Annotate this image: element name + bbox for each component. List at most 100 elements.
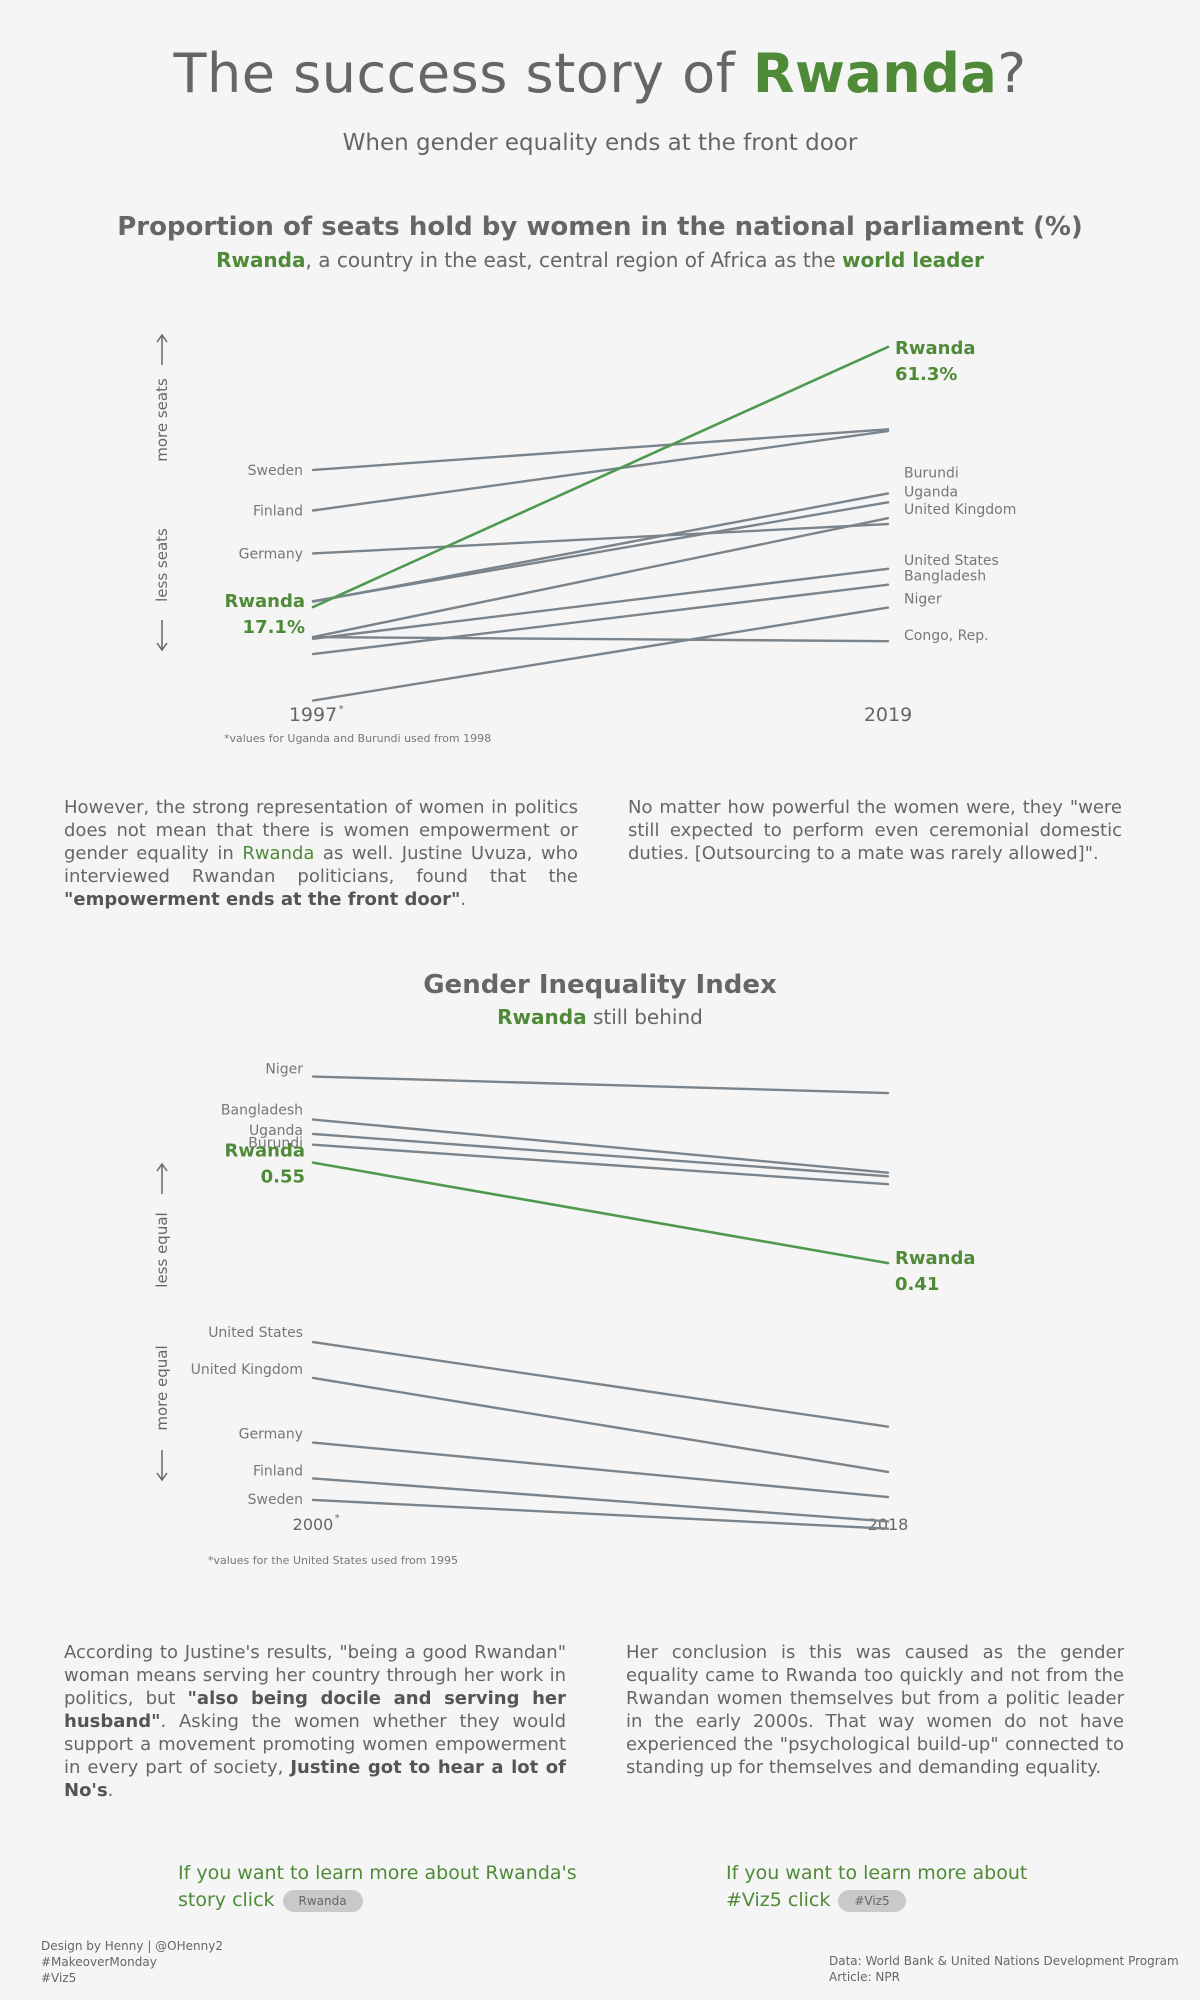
chart2-label-start-bangladesh: Bangladesh xyxy=(221,1103,303,1119)
chart1-down-arrow-icon xyxy=(156,642,168,652)
page-subtitle: When gender equality ends at the front d… xyxy=(342,130,858,156)
chart1-series-line-congo-rep xyxy=(311,635,890,643)
chart2-footnote: *values for the United States used from … xyxy=(208,1554,458,1567)
chart1-subtitle: Rwanda, a country in the east, central r… xyxy=(0,248,1200,272)
para3-bold1: "also being docile and serving her husba… xyxy=(64,1688,566,1732)
chart2-label-end-rwanda: Rwanda xyxy=(895,1248,975,1269)
chart2-label-start-united-kingdom: United Kingdom xyxy=(191,1362,303,1378)
chart2-label-start-niger: Niger xyxy=(265,1062,303,1078)
footer-hashtag-makeover: #MakeoverMonday xyxy=(41,1955,157,1969)
chart2-label-start-uganda: Uganda xyxy=(249,1123,303,1139)
footer-article-source: Article: NPR xyxy=(829,1970,900,1984)
chart1-label-start-rwanda: Rwanda xyxy=(225,591,305,612)
paragraph-2: No matter how powerful the women were, t… xyxy=(628,797,1122,864)
chart2-series-line-germany xyxy=(311,1441,890,1499)
chart1-label-end-rwanda: Rwanda xyxy=(895,338,975,359)
chart1-label-end-united-kingdom: United Kingdom xyxy=(904,502,1016,518)
chart2-series-line-united-states xyxy=(311,1340,890,1428)
chart2-series-line-bangladesh xyxy=(311,1118,890,1174)
chart1-xtick-end: 2019 xyxy=(864,704,912,726)
para1-part2: as well. Justine Uvuza, who interviewed … xyxy=(64,843,578,887)
chart2-series-line-finland xyxy=(311,1477,890,1523)
rwanda-button[interactable]: Rwanda xyxy=(282,1889,363,1912)
footer-credits: Design by Henny | @OHenny2 #MakeoverMond… xyxy=(41,1938,223,1986)
para1-part1: However, the strong representation of wo… xyxy=(64,797,578,864)
chart1-label-end-congo-rep: Congo, Rep. xyxy=(904,628,989,644)
chart2-label-start-rwanda: Rwanda xyxy=(225,1141,305,1162)
cta-viz5-text: If you want to learn more about #Viz5 cl… xyxy=(726,1862,1028,1911)
chart1-xtick-start: 1997 xyxy=(289,704,337,726)
paragraph-4: Her conclusion is this was caused as the… xyxy=(626,1642,1124,1778)
para1-highlight: Rwanda xyxy=(242,843,315,864)
chart1-series-line-germany xyxy=(311,522,890,555)
title-prefix: The success story of xyxy=(173,42,753,105)
cta-viz5: If you want to learn more about #Viz5 cl… xyxy=(726,1860,1086,1914)
chart2-up-arrow-icon xyxy=(156,1162,168,1172)
paragraph-3: According to Justine's results, "being a… xyxy=(64,1641,566,1802)
chart2-series-line-rwanda xyxy=(311,1161,890,1265)
chart2-label-start-germany: Germany xyxy=(239,1427,303,1443)
chart1-title: Proportion of seats hold by women in the… xyxy=(117,212,1083,242)
chart2-series-line-united-kingdom xyxy=(311,1376,890,1474)
chart2-label-start-united-states: United States xyxy=(208,1325,303,1341)
chart2-label-start-sweden: Sweden xyxy=(248,1492,303,1508)
para3-part1: According to Justine's results, "being a… xyxy=(64,1642,566,1709)
chart1-label-end-united-states: United States xyxy=(904,553,999,569)
chart2-series-line-sweden xyxy=(311,1498,890,1530)
chart1-value-end-rwanda: 61.3% xyxy=(895,364,957,385)
chart2-title: Gender Inequality Index xyxy=(423,970,777,1000)
chart1-series-line-rwanda xyxy=(311,345,890,609)
footer-data-source: Data: World Bank & United Nations Develo… xyxy=(829,1954,1179,1968)
footer-design-credit: Design by Henny | @OHenny2 xyxy=(41,1939,223,1953)
chart2-xtick-start: 2000 xyxy=(293,1515,334,1534)
chart1-axis-down-label: less seats xyxy=(153,528,171,602)
chart2-series-line-burundi xyxy=(311,1143,890,1186)
footer-hashtag-viz5: #Viz5 xyxy=(41,1971,77,1985)
chart1-label-start-sweden: Sweden xyxy=(248,463,303,479)
chart2-subtitle-highlight: Rwanda xyxy=(497,1005,587,1029)
chart2-subtitle-rest: still behind xyxy=(586,1005,703,1029)
para1-bold: "empowerment ends at the front door" xyxy=(64,889,461,910)
chart2-value-start-rwanda: 0.55 xyxy=(261,1167,305,1188)
chart1-label-start-finland: Finland xyxy=(253,504,303,520)
chart2-axis-down-label: more equal xyxy=(153,1345,171,1430)
chart2-axis-up-label: less equal xyxy=(153,1212,171,1287)
chart2-series-line-uganda xyxy=(311,1132,890,1178)
chart2-label-start-finland: Finland xyxy=(253,1463,303,1479)
title-suffix: ? xyxy=(997,42,1027,105)
chart1-subtitle-middle: , a country in the east, central region … xyxy=(305,248,843,272)
chart2-xtick-asterisk: * xyxy=(335,1513,340,1524)
paragraph-1: However, the strong representation of wo… xyxy=(64,796,578,911)
chart1-series-line-united-kingdom xyxy=(311,516,890,639)
cta-rwanda: If you want to learn more about Rwanda's… xyxy=(178,1860,578,1914)
chart1-xtick-asterisk: * xyxy=(339,704,344,715)
chart2-label-start-burundi: Burundi xyxy=(248,1136,303,1152)
footer-sources: Data: World Bank & United Nations Develo… xyxy=(829,1953,1179,1985)
para3-bold2: Justine got to hear a lot of No's xyxy=(64,1757,566,1801)
chart1-series-line-uganda xyxy=(311,501,890,603)
para3-part2: . Asking the women whether they would su… xyxy=(64,1711,566,1778)
chart1-subtitle-highlight: Rwanda xyxy=(216,248,306,272)
para1-part3: . xyxy=(460,889,467,910)
chart2-value-end-rwanda: 0.41 xyxy=(895,1274,939,1295)
chart1-series-line-niger xyxy=(311,606,890,702)
chart1-series-line-bangladesh xyxy=(311,583,890,656)
chart1-subtitle-end: world leader xyxy=(842,248,984,272)
title-highlight: Rwanda xyxy=(752,42,998,105)
chart1-label-end-niger: Niger xyxy=(904,592,942,608)
chart1-label-end-uganda: Uganda xyxy=(904,484,958,500)
chart1-axis-up-label: more seats xyxy=(153,378,171,462)
cta-rwanda-text: If you want to learn more about Rwanda's… xyxy=(178,1862,577,1911)
chart2-series-line-niger xyxy=(311,1075,890,1095)
chart1-label-start-germany: Germany xyxy=(239,546,303,562)
chart1-series-line-finland xyxy=(311,429,890,512)
chart1-label-end-burundi: Burundi xyxy=(904,465,959,481)
chart2-subtitle: Rwanda still behind xyxy=(0,1005,1200,1029)
chart1-footnote: *values for Uganda and Burundi used from… xyxy=(224,732,491,745)
chart1-series-line-united-states xyxy=(311,567,890,640)
page-title: The success story of Rwanda? xyxy=(0,42,1200,105)
chart1-up-arrow-icon xyxy=(156,333,168,343)
chart1-label-end-bangladesh: Bangladesh xyxy=(904,569,986,585)
viz5-button[interactable]: #Viz5 xyxy=(838,1889,906,1912)
